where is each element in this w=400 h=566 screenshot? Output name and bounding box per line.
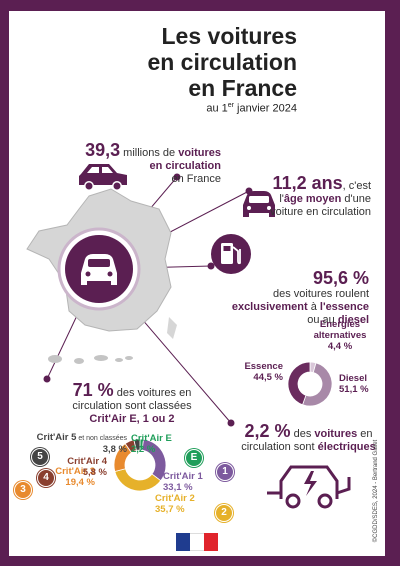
subtitle-sup: er xyxy=(227,102,234,109)
critair-value: 2,2 % xyxy=(131,444,156,455)
fuel-essence-label: Essence 44,5 % xyxy=(237,361,283,383)
electric-value: 2,2 % xyxy=(244,421,291,441)
age-bold: âge moyen xyxy=(283,193,342,205)
electric-text-2: en circulation sont xyxy=(241,428,373,453)
critair-name: Crit'Air E xyxy=(131,433,172,444)
electric-block: 2,2 % des voitures en circulation sont é… xyxy=(241,422,376,454)
fuel-essence-value: 44,5 % xyxy=(253,372,283,383)
fuel-text-3: ou au xyxy=(307,314,338,326)
fleet-bold: voitures en circulation xyxy=(149,147,221,172)
age-block: 11,2 ans, c'est l'âge moyen d'une voitur… xyxy=(261,174,371,219)
fuel-donut-chart xyxy=(287,361,333,407)
critair-badge-icon: 4 xyxy=(37,469,55,487)
subtitle-prefix: au 1 xyxy=(206,102,228,115)
fuel-alt-label: Energies alternatives 4,4 % xyxy=(305,319,375,352)
fuel-block: 95,6 % des voitures roulent exclusivemen… xyxy=(224,269,369,327)
fuel-bold-1: exclusivement xyxy=(231,301,308,313)
page-title: Les voitures en circulation en France xyxy=(9,23,297,101)
fuel-diesel-name: Diesel xyxy=(339,373,367,384)
critair-name-suffix: et non classées xyxy=(76,435,127,442)
electric-bold-2: électriques xyxy=(317,441,376,453)
critair-name: Crit'Air 5 et non classées xyxy=(36,432,127,443)
connector-dots xyxy=(43,173,253,427)
electric-text: des xyxy=(290,428,315,440)
critair-label: Crit'Air 2 35,7 % xyxy=(155,493,215,515)
fuel-value: 95,6 % xyxy=(312,268,369,288)
title-line: Les voitures xyxy=(161,23,298,49)
fleet-value: 39,3 xyxy=(85,140,121,160)
title-line: en circulation xyxy=(147,49,297,75)
age-text: , c'est l' xyxy=(279,180,371,205)
critair-block: 71 % des voitures en circulation sont cl… xyxy=(67,381,197,426)
fuel-slice xyxy=(287,361,311,406)
critair-label: Crit'Air 4 5,8 % xyxy=(15,456,107,478)
critair-label: Crit'Air 3 19,4 % xyxy=(15,466,95,488)
critair-slice xyxy=(133,438,141,451)
critair-badge-icon: 1 xyxy=(216,463,234,481)
credit-text: ©CGDD/SDES, 2024 - Bertrand Gallet xyxy=(373,439,379,543)
credit: ©CGDD/SDES, 2024 - Bertrand Gallet xyxy=(369,431,383,551)
critair-bold: Crit'Air E, 1 ou 2 xyxy=(89,413,175,425)
fuel-essence-name: Essence xyxy=(244,361,283,372)
critair-value: 33,1 % xyxy=(163,482,193,493)
critair-name: Crit'Air 3 xyxy=(55,466,95,477)
fuel-alt-value: 4,4 % xyxy=(327,341,353,352)
critair-name: Crit'Air 2 xyxy=(155,493,195,504)
critair-badge-icon: 5 xyxy=(31,448,49,466)
fuel-alt-name: Energies alternatives xyxy=(313,319,367,341)
car-front-icon xyxy=(243,191,275,217)
fleet-text-2: en France xyxy=(171,173,221,185)
critair-text: des voitures en circulation sont classée… xyxy=(72,387,192,412)
fuel-diesel-value: 51,1 % xyxy=(339,384,369,395)
subtitle-suffix: janvier 2024 xyxy=(234,102,297,115)
electric-car-icon xyxy=(267,465,351,509)
fleet-text: millions de xyxy=(120,147,179,159)
fuel-bold-2: l'essence xyxy=(319,301,369,313)
fuel-bold-3: diesel xyxy=(337,314,369,326)
infographic-card: Les voitures en circulation en France au… xyxy=(9,11,385,556)
fleet-block: 39,3 millions de voitures en circulation… xyxy=(71,141,221,186)
electric-bold-1: voitures xyxy=(314,428,358,440)
page-subtitle: au 1er janvier 2024 xyxy=(9,102,297,115)
critair-value: 35,7 % xyxy=(155,504,185,515)
fuel-pump-icon xyxy=(211,234,251,274)
critair-badge-icon: 3 xyxy=(14,481,32,499)
critair-donut-chart xyxy=(113,438,167,492)
critair-label: Crit'Air 5 et non classées 3,8 % xyxy=(15,432,127,455)
critair-badge-icon: 2 xyxy=(215,504,233,522)
fuel-text-2: à xyxy=(307,301,320,313)
critair-label: Crit'Air 1 33,1 % xyxy=(163,471,219,493)
critair-value: 3,8 % xyxy=(102,444,127,455)
critair-name: Crit'Air 4 xyxy=(67,456,107,467)
age-text-2: d'une voiture en circulation xyxy=(270,193,371,218)
critair-value: 5,8 % xyxy=(82,467,107,478)
critair-value: 19,4 % xyxy=(65,477,95,488)
critair-value: 71 % xyxy=(72,380,114,400)
fuel-slice xyxy=(302,362,333,407)
republique-logo xyxy=(176,533,218,551)
car-side-icon xyxy=(79,164,127,191)
critair-name: Crit'Air 1 xyxy=(163,471,203,482)
fuel-text: des voitures roulent xyxy=(273,288,369,300)
graphics-layer xyxy=(26,164,351,509)
central-car-emblem xyxy=(57,227,141,311)
fuel-diesel-label: Diesel 51,1 % xyxy=(339,373,383,395)
critair-badge-icon: E xyxy=(185,449,203,467)
critair-label: Crit'Air E 2,2 % xyxy=(131,433,201,455)
age-value: 11,2 ans xyxy=(272,173,343,193)
title-line: en France xyxy=(188,75,297,101)
